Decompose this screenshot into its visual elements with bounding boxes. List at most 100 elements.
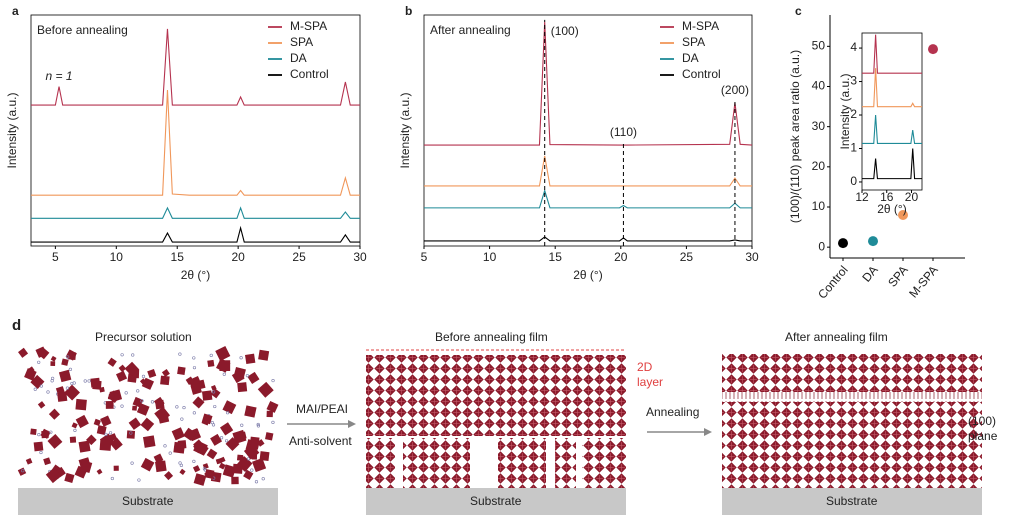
particle	[185, 376, 195, 386]
x-tick-label: 25	[680, 250, 694, 264]
particle	[86, 434, 97, 446]
lattice-2d	[366, 355, 626, 436]
y-tick-label: 10	[812, 199, 826, 213]
particle	[174, 442, 182, 450]
ion	[39, 384, 43, 388]
lattice-oriented	[722, 354, 982, 488]
ion	[21, 469, 25, 473]
y-tick-label: 50	[812, 39, 826, 53]
particle	[113, 465, 119, 471]
stage-title: Precursor solution	[95, 330, 192, 344]
particle	[79, 460, 93, 474]
legend-label: SPA	[290, 35, 313, 49]
plot-frame	[423, 14, 753, 247]
series-line	[31, 90, 360, 196]
ion	[271, 379, 275, 383]
particle	[45, 467, 62, 484]
panel-label: d	[12, 317, 22, 334]
particle	[96, 468, 103, 475]
legend-label: Control	[682, 67, 721, 81]
x-axis-label: 2θ (°)	[573, 268, 602, 282]
particle	[96, 425, 107, 435]
ion	[211, 390, 216, 394]
particle	[153, 453, 164, 464]
series-line	[862, 148, 922, 180]
x-tick-label: 5	[421, 250, 428, 264]
particle	[147, 368, 157, 379]
ion	[37, 360, 41, 364]
y-tick-label: 40	[812, 79, 826, 93]
particle	[61, 358, 69, 366]
ion	[256, 422, 260, 427]
particle	[140, 417, 155, 432]
ion	[131, 353, 135, 357]
particle	[25, 457, 33, 465]
particle	[58, 369, 72, 383]
series-line	[424, 155, 752, 187]
y-tick-label: 1	[850, 141, 857, 155]
particle	[154, 406, 171, 423]
ion	[49, 430, 53, 434]
y-tick-label: 2	[850, 107, 857, 121]
x-axis-label: 2θ (°)	[181, 268, 210, 282]
y-tick-label: 30	[812, 119, 826, 133]
ion	[246, 457, 251, 461]
particle	[190, 383, 202, 395]
substrate-label: Substrate	[122, 494, 174, 508]
callout: (100) plane	[968, 414, 998, 443]
particle	[193, 428, 200, 435]
particle	[50, 355, 57, 362]
x-tick-label: SPA	[885, 263, 911, 290]
particle	[100, 415, 112, 427]
x-tick-label: 5	[52, 250, 59, 264]
particle	[192, 465, 201, 473]
particle	[78, 440, 91, 453]
ion	[250, 468, 254, 472]
particle	[215, 458, 222, 465]
arrow-label: MAI/PEAI	[296, 402, 349, 416]
legend-label: SPA	[682, 35, 705, 49]
ion	[70, 381, 74, 386]
particle	[177, 366, 186, 375]
arrow-head	[704, 428, 712, 436]
particle	[132, 405, 138, 411]
lattice-gap	[395, 438, 403, 488]
ion	[222, 372, 226, 376]
series-line	[31, 28, 360, 106]
particle	[43, 457, 51, 466]
particle	[30, 428, 37, 435]
legend-label: M-SPA	[290, 19, 327, 33]
particle	[92, 380, 102, 390]
lattice-gap	[576, 438, 582, 488]
ion	[192, 459, 196, 463]
particle	[116, 370, 128, 382]
x-tick-label: M-SPA	[906, 263, 941, 300]
y-tick-label: 4	[850, 40, 857, 54]
x-tick-label: 10	[110, 250, 124, 264]
particle	[258, 349, 270, 361]
particle	[57, 391, 68, 402]
particle	[107, 393, 115, 401]
particle	[142, 435, 156, 448]
ion	[46, 390, 50, 394]
legend-label: M-SPA	[682, 19, 719, 33]
particle	[64, 472, 75, 484]
x-tick-label: 30	[353, 250, 367, 264]
legend-label: Control	[290, 67, 329, 81]
ion	[87, 379, 91, 383]
ion	[192, 356, 196, 360]
ion	[179, 463, 183, 467]
point	[928, 44, 938, 55]
particle	[140, 457, 155, 472]
particle	[222, 400, 237, 415]
arrow-label: Annealing	[646, 405, 700, 419]
y-tick-label: 0	[850, 174, 857, 188]
particle	[252, 458, 267, 473]
particle	[218, 462, 226, 470]
particle	[141, 377, 155, 390]
ion	[213, 404, 217, 409]
lattice-plane-stripes	[722, 392, 982, 402]
particle	[171, 427, 185, 441]
annotation: After annealing	[430, 23, 511, 37]
